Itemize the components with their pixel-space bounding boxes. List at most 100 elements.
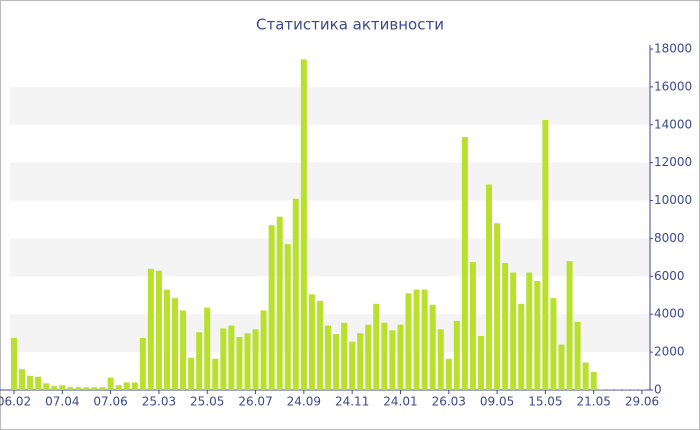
bar [550, 298, 557, 390]
bar [373, 303, 380, 390]
y-tick-label: 14000 [654, 117, 692, 131]
bar [486, 184, 493, 390]
bar [413, 289, 420, 390]
bar [534, 281, 541, 390]
x-tick-label: 15.05 [528, 395, 562, 409]
bar [389, 330, 396, 390]
y-tick-label: 2000 [654, 345, 685, 359]
bar [566, 261, 573, 390]
bar [598, 389, 605, 390]
bar [357, 333, 364, 390]
bar [228, 325, 235, 390]
bar [429, 304, 436, 390]
bar [437, 329, 444, 390]
bar [349, 341, 356, 390]
x-tick-label: 26.03 [432, 395, 466, 409]
bar [639, 389, 645, 390]
bar [163, 289, 170, 390]
bar [212, 358, 219, 390]
bar [236, 336, 243, 390]
bar [502, 263, 509, 390]
y-tick-label: 16000 [654, 79, 692, 93]
y-tick-label: 0 [654, 383, 662, 397]
x-tick-label: 24.01 [383, 395, 417, 409]
bar [11, 337, 17, 390]
bar [59, 385, 66, 390]
bar [518, 303, 525, 390]
grid-band [10, 162, 650, 201]
bar [300, 59, 307, 391]
bar [147, 268, 154, 390]
bar [606, 389, 613, 390]
bar [614, 389, 621, 390]
bar [292, 198, 299, 390]
bar [244, 333, 251, 390]
bar [341, 322, 348, 390]
grid-band [10, 86, 650, 125]
x-tick-label: 07.06 [93, 395, 127, 409]
bar [107, 377, 114, 390]
bar [75, 387, 82, 390]
bar [43, 383, 50, 390]
bar [461, 137, 468, 390]
x-tick-label: 09.05 [480, 395, 514, 409]
bar [333, 334, 340, 390]
y-tick-label: 6000 [654, 269, 685, 283]
bar [405, 293, 412, 390]
bar [469, 262, 476, 390]
bar [188, 357, 195, 390]
x-tick-label: 29.06 [625, 395, 659, 409]
x-tick-label: 06.02 [0, 395, 31, 409]
bar [131, 382, 138, 390]
bar [91, 387, 98, 390]
bar [397, 324, 404, 390]
y-tick-label: 4000 [654, 307, 685, 321]
x-tick-label: 24.11 [335, 395, 369, 409]
y-tick-label: 18000 [654, 42, 692, 56]
x-tick-label: 26.07 [238, 395, 272, 409]
bar [325, 325, 331, 390]
x-tick-label: 21.05 [577, 395, 611, 409]
bar [477, 336, 484, 390]
grid-band [10, 238, 650, 277]
x-tick-label: 25.03 [142, 395, 176, 409]
bar [308, 294, 315, 390]
bar [494, 223, 501, 390]
bar [445, 358, 452, 390]
x-tick-label: 24.09 [287, 395, 321, 409]
bar [526, 272, 533, 390]
bar [139, 337, 146, 390]
bar [630, 389, 637, 390]
bar [276, 216, 283, 390]
bar [35, 376, 42, 390]
bar [220, 328, 227, 390]
bar [115, 385, 122, 390]
bar [316, 300, 323, 390]
bar [590, 372, 597, 390]
bar [574, 321, 581, 390]
bar [622, 389, 629, 390]
y-tick-label: 10000 [654, 193, 692, 207]
y-tick-label: 8000 [654, 231, 685, 245]
bar [51, 386, 58, 390]
bar [510, 272, 517, 390]
bar [204, 307, 211, 390]
x-tick-label: 07.04 [45, 395, 79, 409]
bar [260, 310, 267, 390]
chart-title: Статистика активности [256, 16, 444, 34]
bar [252, 329, 259, 390]
y-tick-label: 12000 [654, 155, 692, 169]
bar [196, 332, 203, 390]
bar [123, 382, 130, 390]
bar [67, 387, 74, 390]
bar [19, 369, 26, 390]
bar [99, 387, 106, 390]
bar [453, 320, 460, 390]
bar [421, 289, 428, 390]
bar [558, 344, 565, 390]
bar [582, 362, 589, 390]
bar [542, 120, 549, 391]
bar [381, 322, 388, 390]
x-tick-label: 25.05 [190, 395, 224, 409]
